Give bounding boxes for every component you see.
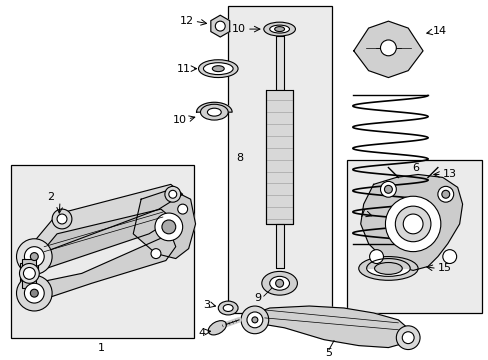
Circle shape <box>246 312 262 328</box>
Text: 6: 6 <box>412 163 419 172</box>
Text: 2: 2 <box>47 192 54 202</box>
Text: 4: 4 <box>198 328 205 338</box>
Text: 5: 5 <box>325 347 332 357</box>
Circle shape <box>168 190 176 198</box>
Ellipse shape <box>212 66 224 72</box>
Ellipse shape <box>198 60 238 77</box>
Ellipse shape <box>263 22 295 36</box>
Ellipse shape <box>366 261 409 276</box>
Text: 10: 10 <box>172 115 186 125</box>
Circle shape <box>52 209 72 229</box>
Ellipse shape <box>208 321 226 335</box>
Ellipse shape <box>274 27 284 32</box>
Circle shape <box>24 283 44 303</box>
Circle shape <box>441 190 449 198</box>
Circle shape <box>251 317 257 323</box>
Ellipse shape <box>207 108 221 116</box>
Circle shape <box>17 239 52 274</box>
Polygon shape <box>133 189 195 258</box>
Ellipse shape <box>223 305 233 311</box>
Circle shape <box>241 306 268 334</box>
Polygon shape <box>32 184 183 253</box>
Circle shape <box>380 181 395 197</box>
Text: 1: 1 <box>98 343 105 352</box>
Text: 9: 9 <box>254 293 261 303</box>
Circle shape <box>20 264 39 283</box>
Circle shape <box>30 253 38 261</box>
Polygon shape <box>366 258 409 269</box>
Bar <box>346 159 481 313</box>
Bar <box>22 258 36 288</box>
Ellipse shape <box>358 257 417 280</box>
Circle shape <box>155 213 183 241</box>
Ellipse shape <box>269 25 289 33</box>
Ellipse shape <box>203 63 233 75</box>
Circle shape <box>437 186 453 202</box>
Bar <box>275 224 283 269</box>
Polygon shape <box>34 234 175 298</box>
Circle shape <box>442 249 456 264</box>
Circle shape <box>57 214 67 224</box>
Bar <box>275 36 283 90</box>
Text: 8: 8 <box>235 153 243 163</box>
Text: 10: 10 <box>231 24 245 34</box>
Bar <box>20 264 38 283</box>
Ellipse shape <box>374 262 402 274</box>
Circle shape <box>402 332 413 343</box>
Ellipse shape <box>261 271 297 295</box>
Circle shape <box>177 204 187 214</box>
Ellipse shape <box>218 301 238 315</box>
Circle shape <box>384 185 391 193</box>
Circle shape <box>151 249 161 258</box>
Circle shape <box>380 40 395 56</box>
Bar <box>265 90 293 224</box>
Circle shape <box>403 214 422 234</box>
Circle shape <box>369 249 383 264</box>
Circle shape <box>24 247 44 266</box>
Text: 13: 13 <box>442 170 456 180</box>
Bar <box>228 6 331 313</box>
Bar <box>11 165 193 338</box>
Circle shape <box>164 186 181 202</box>
Circle shape <box>275 279 283 287</box>
Circle shape <box>162 220 175 234</box>
Text: 15: 15 <box>437 264 451 274</box>
Text: 3: 3 <box>203 300 210 310</box>
Text: 12: 12 <box>179 16 193 26</box>
Circle shape <box>215 21 225 31</box>
Circle shape <box>17 275 52 311</box>
Text: 14: 14 <box>432 26 446 36</box>
Ellipse shape <box>200 104 228 120</box>
Polygon shape <box>353 21 422 77</box>
Ellipse shape <box>269 276 289 290</box>
Polygon shape <box>32 209 172 270</box>
Circle shape <box>385 196 440 252</box>
Circle shape <box>394 206 430 242</box>
Text: 11: 11 <box>176 64 190 74</box>
Polygon shape <box>247 306 412 347</box>
Text: 7: 7 <box>358 209 365 219</box>
Polygon shape <box>210 15 229 37</box>
Polygon shape <box>360 175 462 270</box>
Circle shape <box>30 289 38 297</box>
Circle shape <box>395 326 419 350</box>
Polygon shape <box>196 102 232 112</box>
Circle shape <box>23 267 35 279</box>
